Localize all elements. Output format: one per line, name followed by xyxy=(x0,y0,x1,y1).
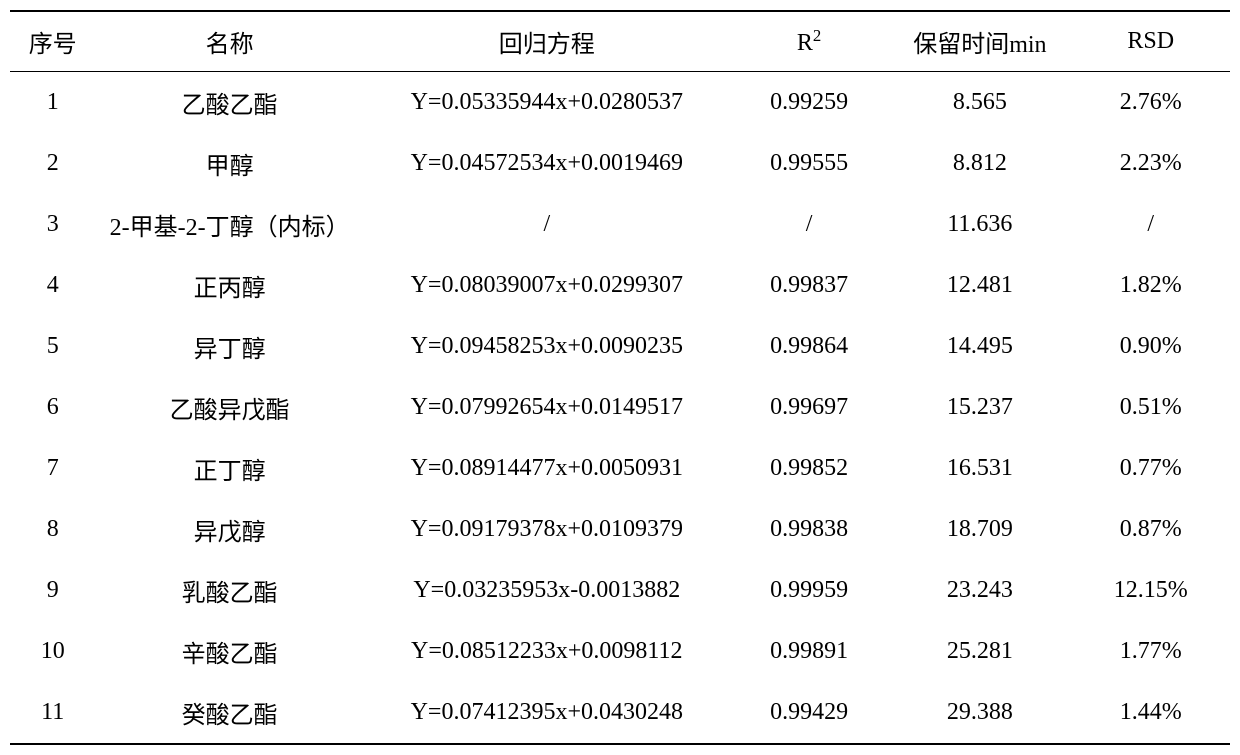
cell-retention: 29.388 xyxy=(888,682,1071,744)
cell-name: 2-甲基-2-丁醇（内标） xyxy=(95,194,363,255)
cell-name: 乙酸乙酯 xyxy=(95,72,363,134)
cell-index: 7 xyxy=(10,438,95,499)
cell-r2: 0.99852 xyxy=(730,438,889,499)
cell-rsd: / xyxy=(1071,194,1230,255)
cell-r2: 0.99864 xyxy=(730,316,889,377)
cell-name: 异戊醇 xyxy=(95,499,363,560)
cell-name: 异丁醇 xyxy=(95,316,363,377)
table-row: 9乳酸乙酯Y=0.03235953x-0.00138820.9995923.24… xyxy=(10,560,1230,621)
cell-equation: Y=0.04572534x+0.0019469 xyxy=(364,133,730,194)
header-r2: R2 xyxy=(730,11,889,72)
cell-index: 9 xyxy=(10,560,95,621)
cell-rsd: 1.77% xyxy=(1071,621,1230,682)
cell-index: 4 xyxy=(10,255,95,316)
cell-equation: Y=0.09458253x+0.0090235 xyxy=(364,316,730,377)
cell-retention: 8.565 xyxy=(888,72,1071,134)
cell-index: 5 xyxy=(10,316,95,377)
cell-r2: 0.99837 xyxy=(730,255,889,316)
cell-rsd: 1.82% xyxy=(1071,255,1230,316)
cell-r2: 0.99429 xyxy=(730,682,889,744)
cell-retention: 18.709 xyxy=(888,499,1071,560)
cell-retention: 8.812 xyxy=(888,133,1071,194)
header-name: 名称 xyxy=(95,11,363,72)
cell-equation: Y=0.07412395x+0.0430248 xyxy=(364,682,730,744)
cell-name: 癸酸乙酯 xyxy=(95,682,363,744)
table-row: 8异戊醇Y=0.09179378x+0.01093790.9983818.709… xyxy=(10,499,1230,560)
cell-rsd: 0.90% xyxy=(1071,316,1230,377)
cell-equation: Y=0.05335944x+0.0280537 xyxy=(364,72,730,134)
cell-rsd: 0.51% xyxy=(1071,377,1230,438)
table-row: 10辛酸乙酯Y=0.08512233x+0.00981120.9989125.2… xyxy=(10,621,1230,682)
cell-equation: Y=0.03235953x-0.0013882 xyxy=(364,560,730,621)
cell-r2: 0.99697 xyxy=(730,377,889,438)
cell-rsd: 0.87% xyxy=(1071,499,1230,560)
cell-retention: 15.237 xyxy=(888,377,1071,438)
table-header-row: 序号 名称 回归方程 R2 保留时间min RSD xyxy=(10,11,1230,72)
cell-index: 11 xyxy=(10,682,95,744)
cell-index: 8 xyxy=(10,499,95,560)
cell-r2: 0.99555 xyxy=(730,133,889,194)
cell-name: 辛酸乙酯 xyxy=(95,621,363,682)
table-row: 5异丁醇Y=0.09458253x+0.00902350.9986414.495… xyxy=(10,316,1230,377)
table-row: 1乙酸乙酯Y=0.05335944x+0.02805370.992598.565… xyxy=(10,72,1230,134)
table-row: 4正丙醇Y=0.08039007x+0.02993070.9983712.481… xyxy=(10,255,1230,316)
cell-name: 甲醇 xyxy=(95,133,363,194)
cell-retention: 16.531 xyxy=(888,438,1071,499)
cell-retention: 23.243 xyxy=(888,560,1071,621)
cell-retention: 11.636 xyxy=(888,194,1071,255)
cell-retention: 12.481 xyxy=(888,255,1071,316)
cell-retention: 25.281 xyxy=(888,621,1071,682)
cell-index: 1 xyxy=(10,72,95,134)
cell-rsd: 2.76% xyxy=(1071,72,1230,134)
cell-index: 3 xyxy=(10,194,95,255)
table-row: 2甲醇Y=0.04572534x+0.00194690.995558.8122.… xyxy=(10,133,1230,194)
header-rsd: RSD xyxy=(1071,11,1230,72)
table-row: 7正丁醇Y=0.08914477x+0.00509310.9985216.531… xyxy=(10,438,1230,499)
cell-rsd: 0.77% xyxy=(1071,438,1230,499)
cell-equation: Y=0.08512233x+0.0098112 xyxy=(364,621,730,682)
table-row: 32-甲基-2-丁醇（内标）//11.636/ xyxy=(10,194,1230,255)
cell-r2: 0.99891 xyxy=(730,621,889,682)
regression-table: 序号 名称 回归方程 R2 保留时间min RSD 1乙酸乙酯Y=0.05335… xyxy=(10,10,1230,745)
cell-name: 乳酸乙酯 xyxy=(95,560,363,621)
table-body: 1乙酸乙酯Y=0.05335944x+0.02805370.992598.565… xyxy=(10,72,1230,745)
cell-name: 乙酸异戊酯 xyxy=(95,377,363,438)
cell-name: 正丙醇 xyxy=(95,255,363,316)
cell-r2: / xyxy=(730,194,889,255)
cell-r2: 0.99959 xyxy=(730,560,889,621)
cell-equation: Y=0.07992654x+0.0149517 xyxy=(364,377,730,438)
header-retention: 保留时间min xyxy=(888,11,1071,72)
cell-rsd: 12.15% xyxy=(1071,560,1230,621)
cell-equation: Y=0.08914477x+0.0050931 xyxy=(364,438,730,499)
cell-retention: 14.495 xyxy=(888,316,1071,377)
cell-index: 2 xyxy=(10,133,95,194)
cell-equation: Y=0.08039007x+0.0299307 xyxy=(364,255,730,316)
header-equation: 回归方程 xyxy=(364,11,730,72)
cell-r2: 0.99838 xyxy=(730,499,889,560)
cell-equation: / xyxy=(364,194,730,255)
cell-r2: 0.99259 xyxy=(730,72,889,134)
cell-equation: Y=0.09179378x+0.0109379 xyxy=(364,499,730,560)
header-index: 序号 xyxy=(10,11,95,72)
cell-index: 10 xyxy=(10,621,95,682)
table-row: 6乙酸异戊酯Y=0.07992654x+0.01495170.9969715.2… xyxy=(10,377,1230,438)
cell-name: 正丁醇 xyxy=(95,438,363,499)
cell-rsd: 2.23% xyxy=(1071,133,1230,194)
table-row: 11癸酸乙酯Y=0.07412395x+0.04302480.9942929.3… xyxy=(10,682,1230,744)
cell-index: 6 xyxy=(10,377,95,438)
cell-rsd: 1.44% xyxy=(1071,682,1230,744)
